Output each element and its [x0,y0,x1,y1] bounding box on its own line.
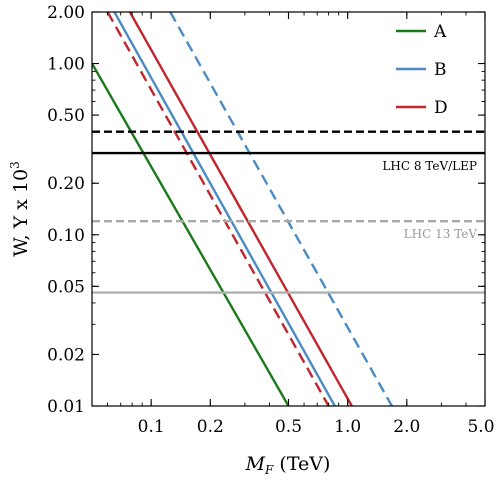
y-tick-label: 0.50 [47,106,85,126]
series-line-dashed-3 [106,12,330,406]
x-tick-label: 0.1 [138,417,165,437]
y-tick-label: 2.00 [47,3,85,23]
legend: ABD [396,22,448,118]
series-layer [92,12,393,406]
x-tick-label: 2.0 [393,417,420,437]
plot-area [92,12,485,406]
y-axis-label: W, Y x 103 [8,161,32,256]
reference-line-label-1: LHC 8 TeV/LEP [382,159,477,173]
legend-label-B: B [434,60,447,80]
y-axis-label-exponent: 3 [8,161,22,169]
x-axis-label-sub: F [264,463,274,477]
y-tick-label: 0.10 [47,226,85,246]
x-tick-label: 1.0 [334,417,361,437]
series-line-D [128,12,353,406]
y-tick-label: 1.00 [47,55,85,75]
y-axis-label-main: W, Y x 10 [10,169,32,257]
axis-ticks: 0.1 0.2 0.5 1.0 2.0 5.0 0.01 0.02 0.05 0.10 0.20 0.… [47,3,494,437]
y-tick-label: 0.02 [47,345,85,365]
reference-line-label-2: LHC 13 TeV [404,227,478,241]
legend-label-A: A [433,22,447,42]
x-axis-label-unit: (TeV) [273,453,330,475]
x-tick-label: 0.2 [197,417,224,437]
series-line-A [92,62,290,406]
series-line-dashed-4 [169,12,393,406]
x-axis-label: MF (TeV) [245,453,331,477]
reference-lines-layer: LHC 8 TeV/LEP LHC 13 TeV [92,130,485,294]
y-tick-label: 0.05 [47,277,85,297]
plot-frame [91,11,486,407]
series-line-B [113,12,336,406]
y-tick-label: 0.01 [47,397,85,417]
x-axis-label-main: M [245,453,266,475]
x-tick-label: 0.5 [275,417,302,437]
x-tick-label: 5.0 [467,417,494,437]
y-tick-label: 0.20 [47,174,85,194]
legend-label-D: D [434,98,448,118]
